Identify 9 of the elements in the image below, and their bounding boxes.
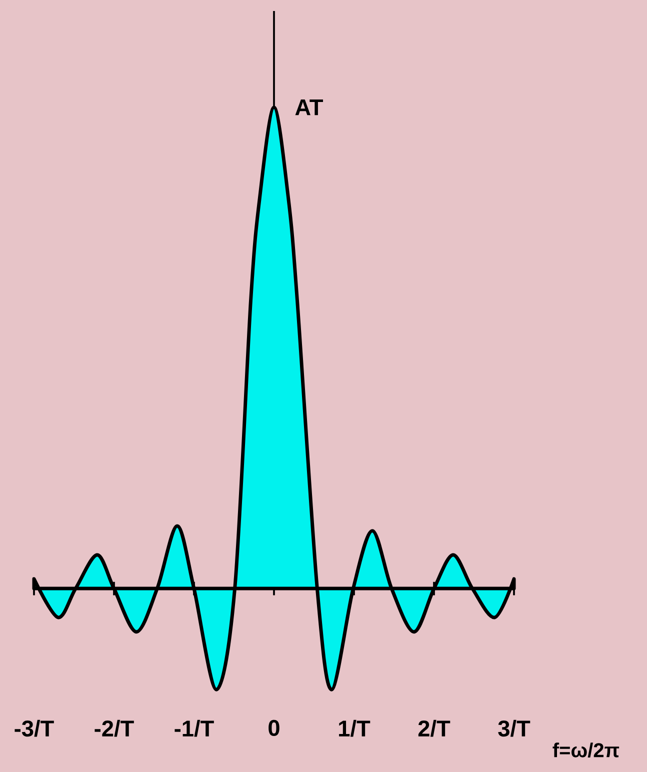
- x-tick-label: -3/T: [14, 720, 54, 737]
- x-tick-label: -1/T: [174, 720, 214, 737]
- x-axis-title: f=ω/2π: [552, 742, 620, 758]
- x-tick-label: 3/T: [498, 720, 530, 737]
- x-tick-label: 2/T: [418, 720, 450, 737]
- x-tick-label: 1/T: [339, 720, 370, 737]
- x-tick-label: -2/T: [94, 720, 134, 737]
- x-tick-label: 0: [268, 720, 280, 736]
- annotation: AT: [295, 100, 324, 116]
